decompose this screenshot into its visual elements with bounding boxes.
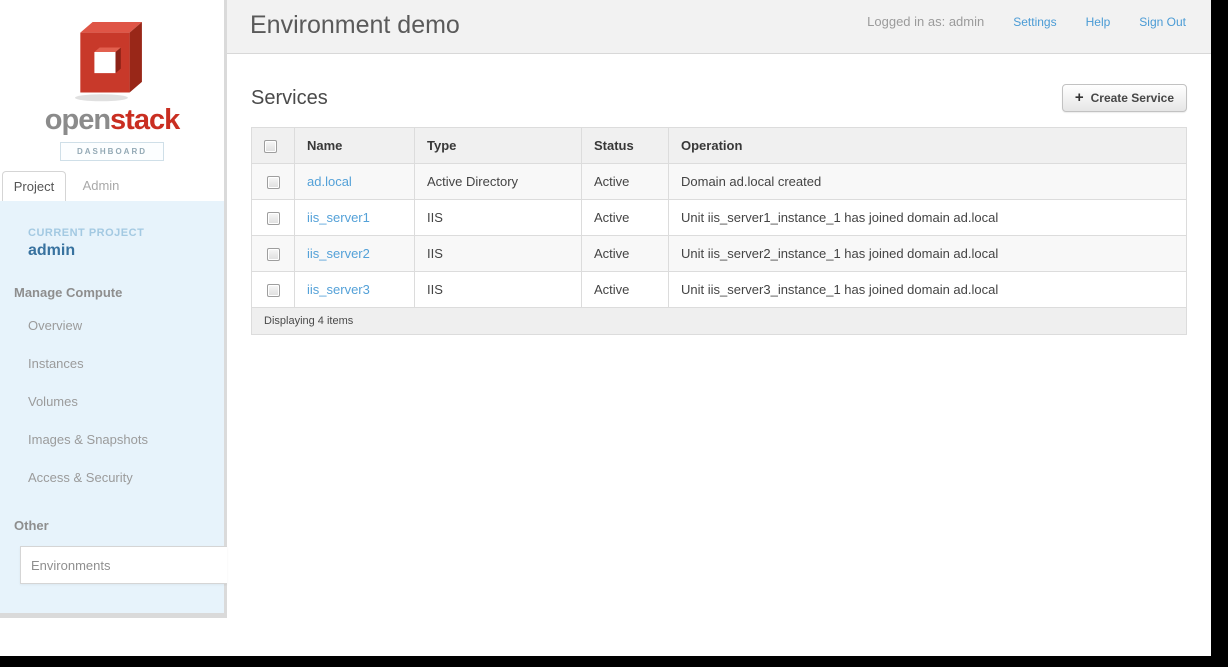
openstack-wordmark: openstack [0, 104, 224, 137]
row-checkbox[interactable] [266, 176, 280, 190]
sidebar-item-volumes[interactable]: Volumes [28, 393, 78, 409]
sidebar: openstack DASHBOARD Project Admin CURREN… [0, 0, 227, 656]
content-head: Services + Create Service [251, 84, 1187, 112]
sidebar-item-overview[interactable]: Overview [28, 317, 83, 333]
current-project-label: CURRENT PROJECT [28, 227, 145, 239]
row-checkbox[interactable] [266, 212, 280, 226]
table-row: iis_server2 IIS Active Unit iis_server2_… [251, 235, 1187, 273]
service-status: Active [581, 235, 669, 273]
service-operation: Unit iis_server2_instance_1 has joined d… [668, 235, 1187, 273]
user-meta: Logged in as: admin Settings Help Sign O… [867, 14, 1186, 29]
service-name-link[interactable]: iis_server1 [307, 210, 370, 226]
service-type: IIS [414, 199, 582, 237]
table-row: ad.local Active Directory Active Domain … [251, 163, 1187, 201]
row-checkbox[interactable] [266, 248, 280, 262]
sidebar-item-images-snapshots[interactable]: Images & Snapshots [28, 431, 148, 447]
content: Services + Create Service Name Type Stat… [227, 84, 1211, 336]
tab-admin[interactable]: Admin [82, 178, 120, 193]
service-name-link[interactable]: iis_server2 [307, 246, 370, 262]
sidebar-tabs: Project Admin [0, 171, 224, 201]
main-area: Environment demo Logged in as: admin Set… [227, 0, 1211, 656]
service-type: IIS [414, 271, 582, 309]
wordmark-open: open [44, 104, 111, 136]
service-operation: Domain ad.local created [668, 163, 1187, 201]
tab-project[interactable]: Project [2, 171, 66, 201]
service-status: Active [581, 163, 669, 201]
services-heading: Services [251, 86, 328, 109]
plus-icon: + [1074, 89, 1084, 106]
table-header-row: Name Type Status Operation [251, 126, 1187, 165]
section-other: Other [14, 518, 49, 533]
dashboard-tagline: DASHBOARD [60, 142, 164, 161]
wordmark-stack: stack [110, 104, 180, 136]
service-operation: Unit iis_server3_instance_1 has joined d… [668, 271, 1187, 309]
column-header-status[interactable]: Status [581, 126, 669, 165]
row-checkbox[interactable] [266, 284, 280, 298]
sidebar-item-environments[interactable]: Environments [20, 546, 227, 584]
column-header-name[interactable]: Name [294, 126, 415, 165]
manage-compute-list: Overview Instances Volumes Images & Snap… [0, 306, 224, 496]
section-manage-compute: Manage Compute [14, 285, 123, 300]
select-all-checkbox[interactable] [264, 140, 277, 154]
sign-out-link[interactable]: Sign Out [1139, 14, 1186, 29]
brand-area: openstack DASHBOARD [0, 0, 224, 171]
sidebar-bottom-border [0, 613, 227, 618]
table-row: iis_server1 IIS Active Unit iis_server1_… [251, 199, 1187, 237]
service-name-link[interactable]: iis_server3 [307, 282, 370, 298]
services-table: Name Type Status Operation ad.local Acti… [251, 126, 1187, 336]
table-footer-summary: Displaying 4 items [251, 307, 1187, 336]
sidebar-item-instances[interactable]: Instances [28, 355, 84, 371]
create-service-button[interactable]: + Create Service [1061, 84, 1187, 112]
sidebar-nav-panel: CURRENT PROJECT admin Manage Compute Ove… [0, 201, 227, 613]
sidebar-right-border [224, 0, 227, 618]
column-header-operation[interactable]: Operation [668, 126, 1187, 165]
settings-link[interactable]: Settings [1013, 14, 1057, 29]
service-status: Active [581, 199, 669, 237]
current-project-name: admin [28, 242, 76, 259]
page-header: Environment demo Logged in as: admin Set… [227, 0, 1211, 54]
openstack-logo-icon [75, 22, 142, 102]
service-type: IIS [414, 235, 582, 273]
service-operation: Unit iis_server1_instance_1 has joined d… [668, 199, 1187, 237]
service-type: Active Directory [414, 163, 582, 201]
column-header-type[interactable]: Type [414, 126, 582, 165]
dashboard-window: openstack DASHBOARD Project Admin CURREN… [0, 0, 1211, 656]
sidebar-item-access-security[interactable]: Access & Security [28, 469, 133, 485]
logged-in-text: Logged in as: admin [867, 14, 985, 29]
page-title: Environment demo [250, 11, 460, 39]
service-name-link[interactable]: ad.local [307, 174, 352, 190]
table-footer-row: Displaying 4 items [251, 307, 1187, 336]
service-status: Active [581, 271, 669, 309]
table-row: iis_server3 IIS Active Unit iis_server3_… [251, 271, 1187, 309]
create-service-label: Create Service [1090, 91, 1174, 105]
help-link[interactable]: Help [1085, 14, 1111, 29]
